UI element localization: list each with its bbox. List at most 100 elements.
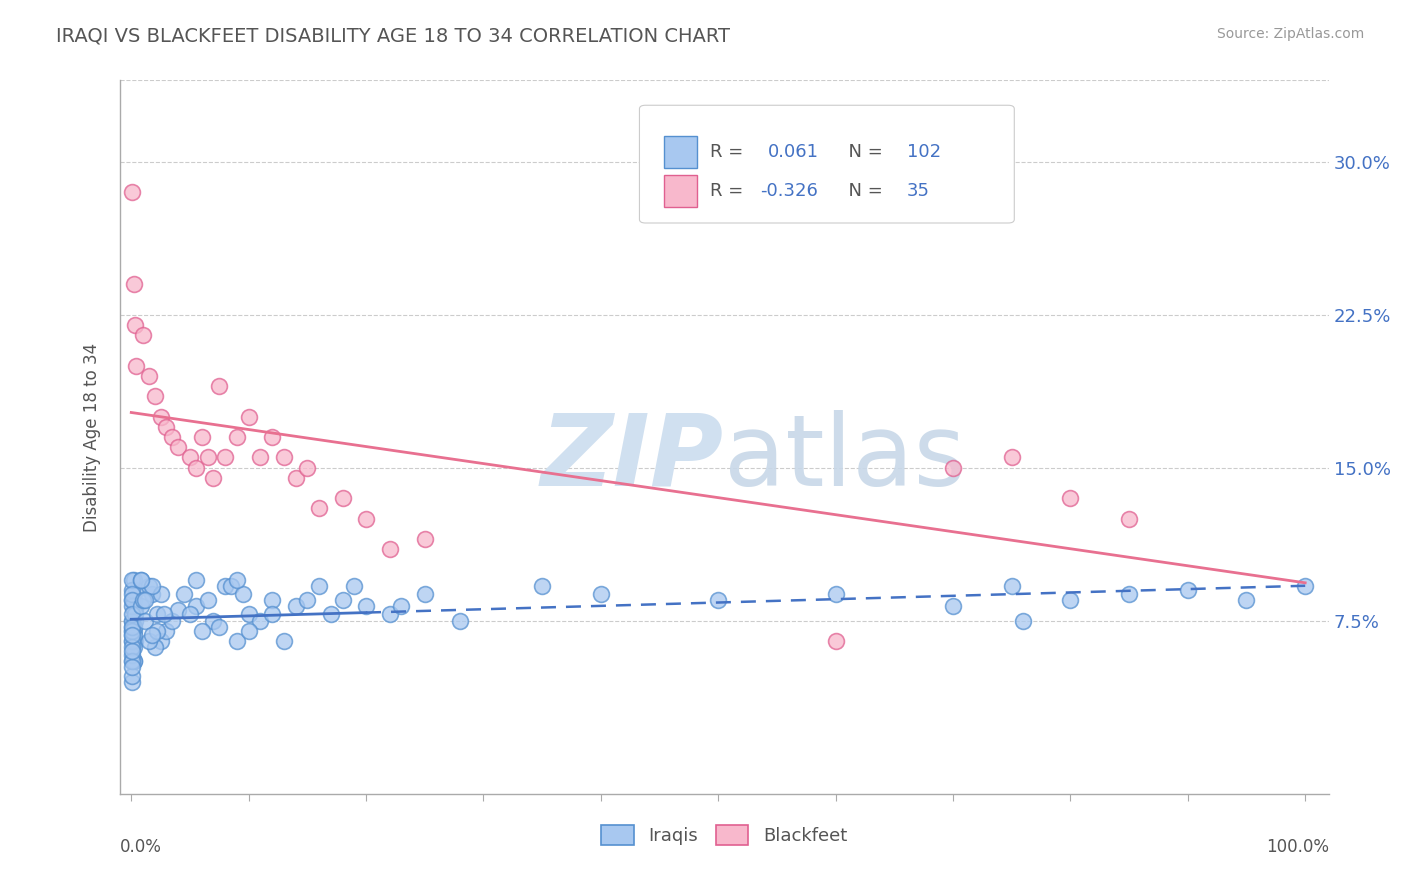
- Point: [219, 579, 242, 593]
- Point: [125, 582, 148, 597]
- FancyBboxPatch shape: [664, 136, 697, 168]
- Point: [262, 607, 284, 622]
- Point: [238, 409, 260, 424]
- Point: [129, 599, 152, 614]
- Point: [1001, 450, 1024, 465]
- Point: [121, 599, 143, 614]
- Point: [589, 587, 612, 601]
- Point: [942, 460, 965, 475]
- Point: [297, 460, 319, 475]
- Point: [121, 587, 143, 601]
- Point: [413, 587, 436, 601]
- Point: [141, 587, 163, 601]
- Point: [153, 607, 176, 622]
- Text: 0.061: 0.061: [768, 143, 818, 161]
- Point: [121, 674, 143, 689]
- Point: [332, 491, 354, 506]
- Point: [1118, 587, 1140, 601]
- Point: [122, 593, 145, 607]
- Point: [413, 532, 436, 546]
- Point: [1177, 582, 1199, 597]
- Point: [297, 593, 319, 607]
- Point: [208, 620, 231, 634]
- Point: [202, 614, 225, 628]
- Text: 0.0%: 0.0%: [120, 838, 162, 856]
- Point: [179, 450, 201, 465]
- Point: [1236, 593, 1258, 607]
- Text: -0.326: -0.326: [761, 182, 818, 200]
- Point: [121, 640, 143, 654]
- Point: [121, 582, 143, 597]
- Point: [162, 614, 184, 628]
- Point: [273, 450, 295, 465]
- Text: atlas: atlas: [724, 410, 966, 507]
- Point: [232, 587, 254, 601]
- Point: [146, 624, 169, 638]
- Point: [1059, 593, 1081, 607]
- Point: [378, 607, 401, 622]
- Point: [197, 450, 219, 465]
- Point: [125, 359, 148, 373]
- Text: N =: N =: [837, 143, 889, 161]
- Point: [343, 579, 366, 593]
- Point: [121, 654, 143, 668]
- Point: [121, 607, 143, 622]
- Point: [124, 634, 146, 648]
- Text: R =: R =: [710, 143, 755, 161]
- Point: [155, 420, 177, 434]
- Point: [122, 573, 145, 587]
- Text: 102: 102: [907, 143, 941, 161]
- Point: [190, 624, 212, 638]
- Point: [121, 593, 143, 607]
- Point: [121, 186, 143, 200]
- Text: N =: N =: [837, 182, 889, 200]
- Point: [1294, 579, 1316, 593]
- Point: [284, 599, 307, 614]
- Point: [132, 328, 155, 343]
- Point: [124, 318, 146, 332]
- Point: [942, 599, 965, 614]
- Point: [184, 599, 207, 614]
- Point: [121, 624, 143, 638]
- Point: [354, 599, 377, 614]
- Point: [531, 579, 554, 593]
- Point: [141, 628, 163, 642]
- Text: Source: ZipAtlas.com: Source: ZipAtlas.com: [1216, 27, 1364, 41]
- Point: [262, 593, 284, 607]
- Point: [354, 511, 377, 525]
- Point: [249, 614, 271, 628]
- Point: [122, 654, 145, 668]
- Point: [184, 573, 207, 587]
- Point: [124, 603, 146, 617]
- Point: [225, 634, 247, 648]
- Point: [824, 634, 846, 648]
- Point: [225, 430, 247, 444]
- Point: [225, 573, 247, 587]
- Point: [378, 542, 401, 557]
- Point: [202, 471, 225, 485]
- Point: [129, 573, 152, 587]
- Point: [124, 614, 146, 628]
- Point: [121, 634, 143, 648]
- Point: [122, 603, 145, 617]
- Point: [141, 579, 163, 593]
- Point: [308, 501, 330, 516]
- Text: IRAQI VS BLACKFEET DISABILITY AGE 18 TO 34 CORRELATION CHART: IRAQI VS BLACKFEET DISABILITY AGE 18 TO …: [56, 27, 730, 45]
- Point: [121, 573, 143, 587]
- Text: 35: 35: [907, 182, 929, 200]
- Point: [190, 430, 212, 444]
- Point: [262, 430, 284, 444]
- Point: [167, 440, 190, 454]
- Point: [167, 603, 190, 617]
- Point: [121, 660, 143, 674]
- Text: ZIP: ZIP: [541, 410, 724, 507]
- Point: [1118, 511, 1140, 525]
- Point: [124, 607, 146, 622]
- Point: [122, 603, 145, 617]
- Point: [121, 644, 143, 658]
- FancyBboxPatch shape: [640, 105, 1014, 223]
- Point: [121, 593, 143, 607]
- Point: [143, 389, 166, 403]
- Point: [149, 587, 172, 601]
- Point: [122, 277, 145, 292]
